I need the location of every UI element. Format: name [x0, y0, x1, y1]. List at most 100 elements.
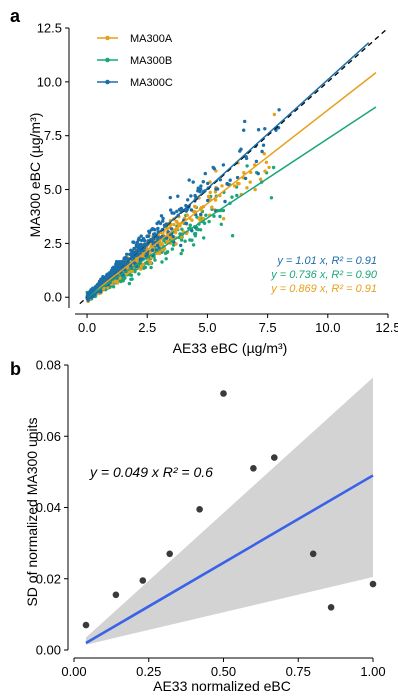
point-ma300c	[139, 234, 143, 238]
point-ma300a	[185, 213, 189, 217]
point-ma300c	[164, 236, 169, 240]
point-ma300a	[220, 184, 224, 188]
point-ma300b	[221, 208, 226, 213]
panel-a-equations: y = 1.01 x, R² = 0.91 y = 0.736 x, R² = 0…	[270, 255, 378, 295]
panel-b-axes: 0.00 0.25 0.50 0.75 1.00 0.00 0.02 0.04 0.06 0.08	[36, 358, 386, 680]
point-ma300c	[155, 221, 159, 226]
point-ma300c	[191, 180, 195, 184]
legend-label: MA300C	[130, 77, 173, 89]
point-ma300c	[277, 108, 281, 112]
x-tick-label: 0.0	[78, 320, 96, 335]
data-point	[250, 465, 257, 472]
point-ma300b	[230, 234, 235, 238]
y-tick-label: 0.06	[36, 429, 61, 444]
point-ma300a	[163, 247, 167, 251]
point-ma300c	[206, 181, 210, 186]
panel-a-xlabel: AE33 eBC (µg/m³)	[173, 340, 288, 356]
point-ma300c	[141, 237, 146, 241]
point-ma300b	[180, 227, 184, 231]
point-ma300c	[125, 252, 129, 256]
point-ma300c	[196, 189, 200, 193]
x-tick-label: 2.5	[138, 320, 156, 335]
point-ma300c	[93, 292, 97, 297]
point-ma300c	[256, 171, 260, 176]
x-tick-label: 12.5	[375, 320, 398, 335]
panel-b-letter: b	[10, 359, 21, 379]
x-tick-label: 5.0	[198, 320, 216, 335]
point-ma300c	[263, 127, 267, 131]
point-ma300c	[179, 243, 183, 248]
point-ma300b	[121, 278, 125, 282]
legend-label: MA300A	[130, 33, 173, 45]
point-ma300b	[163, 251, 168, 255]
point-ma300c	[261, 143, 266, 147]
point-ma300a	[174, 242, 178, 246]
point-ma300c	[190, 229, 194, 233]
point-ma300c	[159, 214, 164, 218]
point-ma300c	[105, 272, 109, 277]
point-ma300c	[132, 246, 136, 251]
point-ma300c	[199, 212, 203, 217]
x-tick-label: 0.50	[211, 664, 236, 679]
point-ma300a	[272, 112, 277, 117]
point-ma300a	[190, 218, 194, 222]
point-ma300c	[91, 286, 95, 290]
point-ma300b	[212, 214, 216, 218]
point-ma300a	[213, 198, 218, 202]
point-ma300b	[269, 196, 274, 200]
point-ma300c	[199, 184, 203, 188]
point-ma300a	[173, 230, 178, 235]
point-ma300a	[172, 222, 176, 227]
point-ma300a	[157, 251, 162, 256]
data-point	[112, 591, 120, 599]
point-ma300a	[242, 171, 246, 175]
point-ma300c	[239, 147, 243, 151]
point-ma300b	[192, 232, 197, 236]
point-ma300c	[256, 128, 261, 132]
data-point	[166, 550, 173, 558]
data-point	[196, 506, 203, 513]
equation-ma300b: y = 0.736 x, R² = 0.90	[270, 269, 378, 281]
x-tick-label: 7.5	[259, 320, 277, 335]
point-ma300b	[130, 277, 134, 281]
point-ma300a	[248, 180, 252, 184]
x-tick-label: 10.0	[315, 320, 340, 335]
legend-label: MA300B	[130, 55, 172, 67]
identity-line	[79, 27, 389, 305]
point-ma300b	[127, 281, 132, 286]
panel-a-letter: a	[10, 6, 21, 26]
point-ma300a	[165, 227, 169, 231]
y-tick-label: 0.00	[36, 643, 61, 658]
point-ma300c	[161, 219, 165, 223]
point-ma300a	[114, 279, 119, 283]
y-tick-label: 0.02	[36, 571, 61, 586]
y-tick-label: 12.5	[37, 21, 62, 36]
x-tick-label: 0.25	[136, 664, 161, 679]
point-ma300a	[213, 190, 218, 194]
point-ma300b	[133, 269, 137, 274]
point-ma300b	[191, 243, 196, 247]
fit-line	[85, 474, 374, 645]
point-ma300a	[232, 184, 237, 188]
point-ma300b	[218, 214, 222, 219]
point-ma300c	[215, 187, 220, 191]
point-ma300a	[221, 217, 226, 221]
point-ma300b	[164, 257, 168, 261]
y-tick-label: 5.0	[44, 182, 62, 197]
data-point	[271, 454, 278, 461]
confidence-band	[86, 377, 373, 645]
data-point	[220, 390, 227, 397]
y-tick-label: 0.0	[44, 290, 62, 305]
point-ma300c	[175, 209, 179, 213]
point-ma300a	[160, 241, 164, 246]
panel-b-points	[82, 390, 377, 629]
point-ma300c	[176, 194, 180, 198]
panel-a-legend: MA300A MA300B MA300C	[97, 33, 173, 89]
fit-line-ma300b	[86, 106, 377, 298]
point-ma300b	[180, 248, 185, 252]
point-ma300b	[204, 213, 208, 217]
point-ma300a	[139, 267, 143, 271]
data-point	[369, 580, 377, 588]
point-ma300c	[199, 187, 203, 191]
